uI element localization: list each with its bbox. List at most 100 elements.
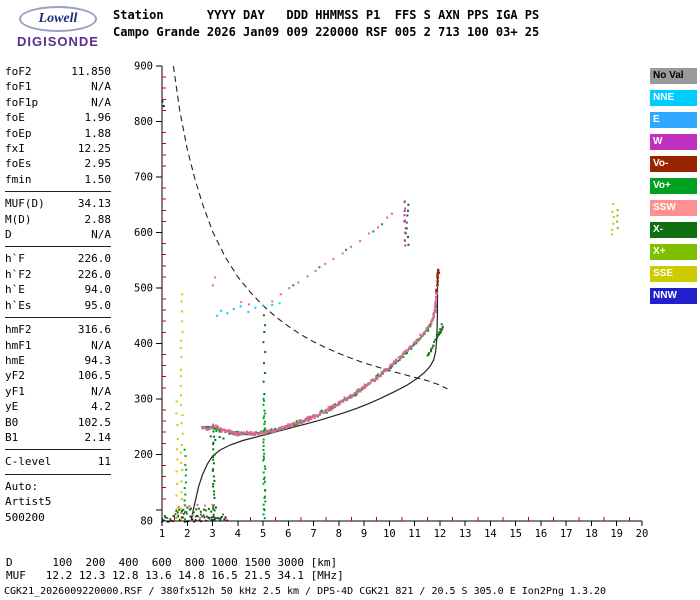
param-value: 2.14 xyxy=(84,430,112,444)
param-value: 94.3 xyxy=(84,353,112,367)
station-header: Station YYYY DAY DDD HHMMSS P1 FFS S AXN… xyxy=(113,7,539,41)
param-row: hmE 94.3 xyxy=(5,353,111,368)
param-row: yE 4.2 xyxy=(5,399,111,414)
param-separator xyxy=(5,191,111,193)
param-value: N/A xyxy=(91,80,111,94)
param-row: 500200 xyxy=(5,510,111,525)
svg-text:5: 5 xyxy=(260,528,266,540)
logo-oval: Lowell xyxy=(19,6,97,32)
param-row: M(D) 2.88 xyxy=(5,212,111,227)
param-label: hmE xyxy=(5,353,25,367)
param-separator xyxy=(5,246,111,248)
param-row: yF2 106.5 xyxy=(5,368,111,383)
param-row: fmin 1.50 xyxy=(5,172,111,187)
svg-text:200: 200 xyxy=(134,449,153,461)
param-row: yF1 N/A xyxy=(5,384,111,399)
param-value: 226.0 xyxy=(77,267,111,281)
station-header-values: Campo Grande 2026 Jan09 009 220000 RSF 0… xyxy=(113,25,540,39)
param-row: foF1p N/A xyxy=(5,95,111,110)
param-row: Auto: xyxy=(5,479,111,494)
param-label: D xyxy=(5,228,12,242)
legend-item-vo-: Vo- xyxy=(650,156,697,172)
param-value: 316.6 xyxy=(77,323,111,337)
param-label: foF2 xyxy=(5,65,32,78)
param-row: hmF1 N/A xyxy=(5,338,111,353)
svg-text:12: 12 xyxy=(434,528,447,540)
param-label: yF1 xyxy=(5,384,25,398)
param-label: h`F2 xyxy=(5,267,32,281)
param-label: fmin xyxy=(5,172,32,186)
param-row: Artist5 xyxy=(5,494,111,509)
param-label: 500200 xyxy=(5,510,45,524)
svg-text:600: 600 xyxy=(134,227,153,239)
param-label: B1 xyxy=(5,430,19,444)
svg-text:2: 2 xyxy=(184,528,190,540)
param-value: 95.0 xyxy=(84,298,112,312)
logo-lowell-text: Lowell xyxy=(38,11,78,26)
svg-text:300: 300 xyxy=(134,393,153,405)
legend-item-vo-: Vo+ xyxy=(650,178,697,194)
param-value: N/A xyxy=(91,384,111,398)
svg-text:17: 17 xyxy=(560,528,573,540)
svg-text:700: 700 xyxy=(134,172,153,184)
legend-item-no-val: No Val xyxy=(650,68,697,84)
legend-item-ssw: SSW xyxy=(650,200,697,216)
param-row: foE 1.96 xyxy=(5,110,111,125)
svg-text:6: 6 xyxy=(285,528,291,540)
param-row: h`Es 95.0 xyxy=(5,298,111,313)
logo-digisonde-text: DIGISONDE xyxy=(17,34,99,49)
param-value: 2.95 xyxy=(84,157,112,171)
param-label: foE xyxy=(5,111,25,125)
param-value: 226.0 xyxy=(77,252,111,266)
param-value: 12.25 xyxy=(77,142,111,156)
param-separator xyxy=(5,449,111,451)
param-value: 34.13 xyxy=(77,197,111,211)
param-row: foEs 2.95 xyxy=(5,156,111,171)
param-label: Auto: xyxy=(5,479,39,493)
legend-item-sse: SSE xyxy=(650,266,697,282)
param-row: D N/A xyxy=(5,227,111,242)
param-label: foF1p xyxy=(5,95,39,109)
param-separator xyxy=(5,317,111,319)
param-label: MUF(D) xyxy=(5,197,45,211)
param-label: fxI xyxy=(5,142,25,156)
svg-text:10: 10 xyxy=(383,528,396,540)
param-value: N/A xyxy=(91,228,111,242)
param-value: 11 xyxy=(97,455,111,469)
svg-text:14: 14 xyxy=(484,528,497,540)
legend-item-nne: NNE xyxy=(650,90,697,106)
svg-text:4: 4 xyxy=(235,528,241,540)
param-value: N/A xyxy=(91,95,111,109)
param-label: yF2 xyxy=(5,369,25,383)
param-value: 1.50 xyxy=(84,172,112,186)
param-value: 94.0 xyxy=(84,283,112,297)
param-row: fxI 12.25 xyxy=(5,141,111,156)
svg-text:900: 900 xyxy=(134,61,153,73)
param-row: foF1 N/A xyxy=(5,79,111,94)
param-label: foEs xyxy=(5,157,32,171)
svg-text:400: 400 xyxy=(134,338,153,350)
svg-text:16: 16 xyxy=(535,528,548,540)
param-label: h`E xyxy=(5,283,25,297)
param-row: B1 2.14 xyxy=(5,430,111,445)
param-row: B0 102.5 xyxy=(5,415,111,430)
param-label: Artist5 xyxy=(5,495,52,509)
param-label: foF1 xyxy=(5,80,32,94)
svg-text:11: 11 xyxy=(408,528,421,540)
svg-text:3: 3 xyxy=(209,528,215,540)
svg-text:13: 13 xyxy=(459,528,472,540)
svg-text:9: 9 xyxy=(361,528,367,540)
param-label: h`F xyxy=(5,252,25,266)
param-label: hmF2 xyxy=(5,323,32,337)
svg-text:1: 1 xyxy=(159,528,165,540)
legend-item-nnw: NNW xyxy=(650,288,697,304)
param-row: h`F2 226.0 xyxy=(5,267,111,282)
parameter-panel: foF2 11.850 foF1 N/A foF1p N/A foE 1.96 foEp 1.88… xyxy=(5,64,111,525)
param-row: hmF2 316.6 xyxy=(5,322,111,337)
param-label: hmF1 xyxy=(5,338,32,352)
param-label: B0 xyxy=(5,415,19,429)
station-header-labels: Station YYYY DAY DDD HHMMSS P1 FFS S AXN… xyxy=(113,8,540,22)
param-value: 2.88 xyxy=(84,212,112,226)
